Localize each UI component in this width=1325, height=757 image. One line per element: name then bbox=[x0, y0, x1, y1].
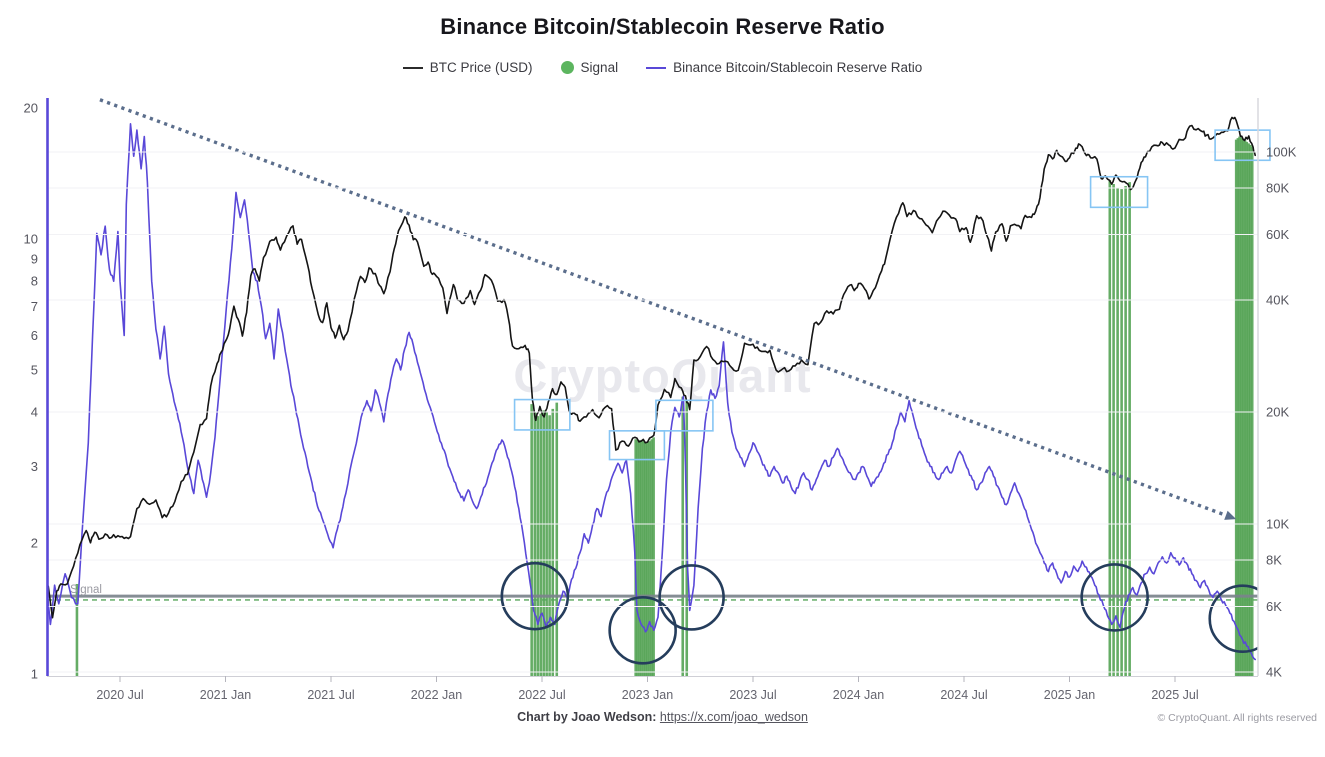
chart-legend: BTC Price (USD) Signal Binance Bitcoin/S… bbox=[0, 60, 1325, 75]
legend-item-reserve-ratio[interactable]: Binance Bitcoin/Stablecoin Reserve Ratio bbox=[646, 60, 922, 75]
credit-author: Chart by Joao Wedson: bbox=[517, 710, 657, 724]
svg-text:2020 Jul: 2020 Jul bbox=[96, 688, 143, 702]
svg-text:5: 5 bbox=[31, 362, 38, 377]
svg-text:2023 Jul: 2023 Jul bbox=[729, 688, 776, 702]
svg-text:2025 Jan: 2025 Jan bbox=[1044, 688, 1095, 702]
svg-text:8: 8 bbox=[31, 274, 38, 289]
chart-credit: Chart by Joao Wedson: https://x.com/joao… bbox=[0, 710, 1325, 724]
svg-text:100K: 100K bbox=[1266, 145, 1297, 160]
svg-text:80K: 80K bbox=[1266, 181, 1289, 196]
svg-text:2024 Jul: 2024 Jul bbox=[940, 688, 987, 702]
svg-text:7: 7 bbox=[31, 299, 38, 314]
legend-item-btc-price[interactable]: BTC Price (USD) bbox=[402, 60, 533, 75]
svg-text:20K: 20K bbox=[1266, 405, 1289, 420]
copyright-notice: © CryptoQuant. All rights reserved bbox=[1157, 712, 1317, 724]
svg-text:20: 20 bbox=[24, 101, 38, 116]
legend-label: BTC Price (USD) bbox=[429, 60, 533, 75]
svg-text:1: 1 bbox=[31, 667, 38, 682]
page-title: Binance Bitcoin/Stablecoin Reserve Ratio bbox=[440, 14, 885, 39]
svg-text:9: 9 bbox=[31, 251, 38, 266]
svg-text:2025 Jul: 2025 Jul bbox=[1151, 688, 1198, 702]
svg-text:2022 Jul: 2022 Jul bbox=[518, 688, 565, 702]
svg-text:4: 4 bbox=[31, 405, 38, 420]
btc-line-icon bbox=[402, 66, 423, 69]
legend-label: Binance Bitcoin/Stablecoin Reserve Ratio bbox=[673, 60, 923, 75]
svg-text:8K: 8K bbox=[1266, 553, 1282, 568]
svg-text:Signal: Signal bbox=[70, 584, 102, 596]
svg-text:3: 3 bbox=[31, 459, 38, 474]
ratio-line-icon bbox=[646, 66, 667, 69]
svg-text:6K: 6K bbox=[1266, 599, 1282, 614]
svg-text:40K: 40K bbox=[1266, 293, 1289, 308]
svg-text:10: 10 bbox=[24, 232, 38, 247]
signal-dot-icon bbox=[560, 61, 574, 74]
svg-text:2022 Jan: 2022 Jan bbox=[411, 688, 462, 702]
legend-label: Signal bbox=[580, 60, 619, 75]
credit-link[interactable]: https://x.com/joao_wedson bbox=[659, 710, 808, 724]
svg-text:2021 Jul: 2021 Jul bbox=[307, 688, 354, 702]
legend-item-signal[interactable]: Signal bbox=[560, 60, 619, 75]
svg-text:2023 Jan: 2023 Jan bbox=[622, 688, 673, 702]
svg-text:60K: 60K bbox=[1266, 227, 1289, 242]
svg-text:2: 2 bbox=[31, 536, 38, 551]
svg-text:4K: 4K bbox=[1266, 665, 1282, 680]
svg-text:10K: 10K bbox=[1266, 517, 1289, 532]
svg-text:2021 Jan: 2021 Jan bbox=[200, 688, 251, 702]
svg-text:6: 6 bbox=[31, 328, 38, 343]
svg-text:2024 Jan: 2024 Jan bbox=[833, 688, 884, 702]
